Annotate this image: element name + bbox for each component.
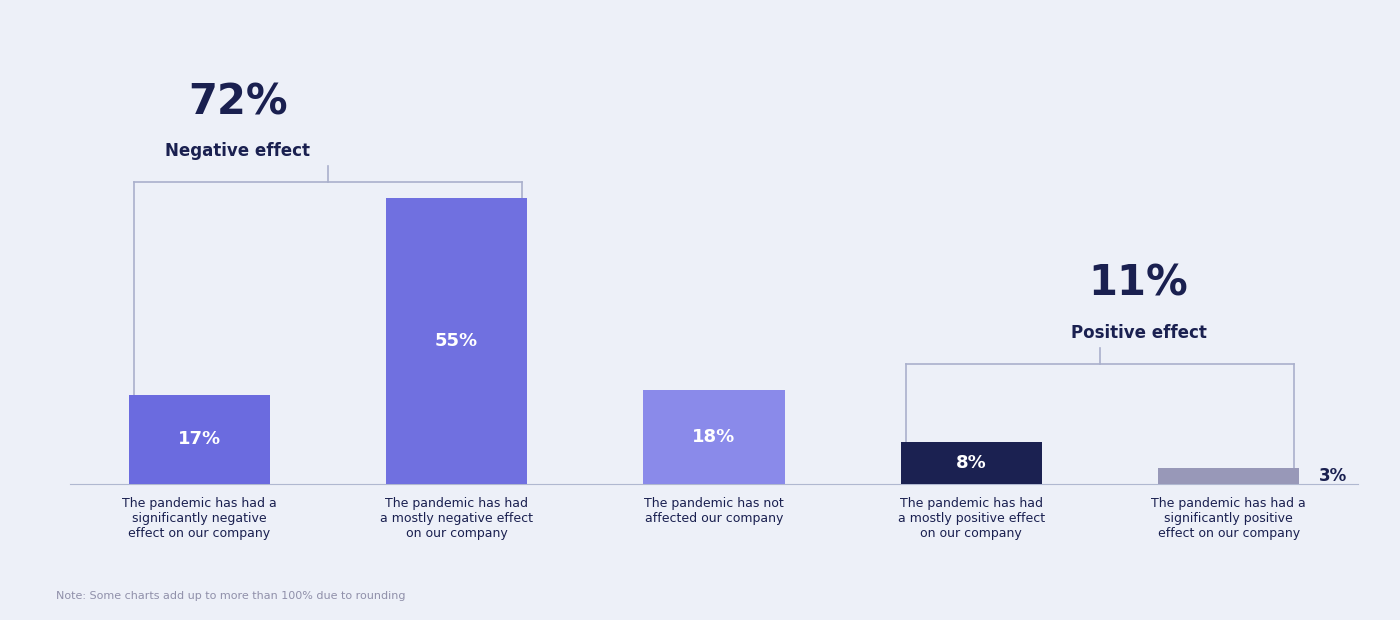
Bar	[386, 198, 528, 484]
Bar	[643, 390, 785, 484]
Text: Negative effect: Negative effect	[165, 142, 311, 160]
Bar	[900, 442, 1042, 484]
Bar	[1158, 468, 1299, 484]
Text: 3%: 3%	[1319, 467, 1347, 485]
Text: Note: Some charts add up to more than 100% due to rounding: Note: Some charts add up to more than 10…	[56, 591, 406, 601]
Text: Positive effect: Positive effect	[1071, 324, 1207, 342]
Text: 72%: 72%	[188, 81, 288, 123]
Text: 17%: 17%	[178, 430, 221, 448]
Text: 18%: 18%	[693, 428, 735, 446]
Text: 8%: 8%	[956, 454, 987, 472]
Text: 11%: 11%	[1089, 263, 1189, 305]
Text: 55%: 55%	[435, 332, 479, 350]
Bar	[129, 395, 270, 484]
